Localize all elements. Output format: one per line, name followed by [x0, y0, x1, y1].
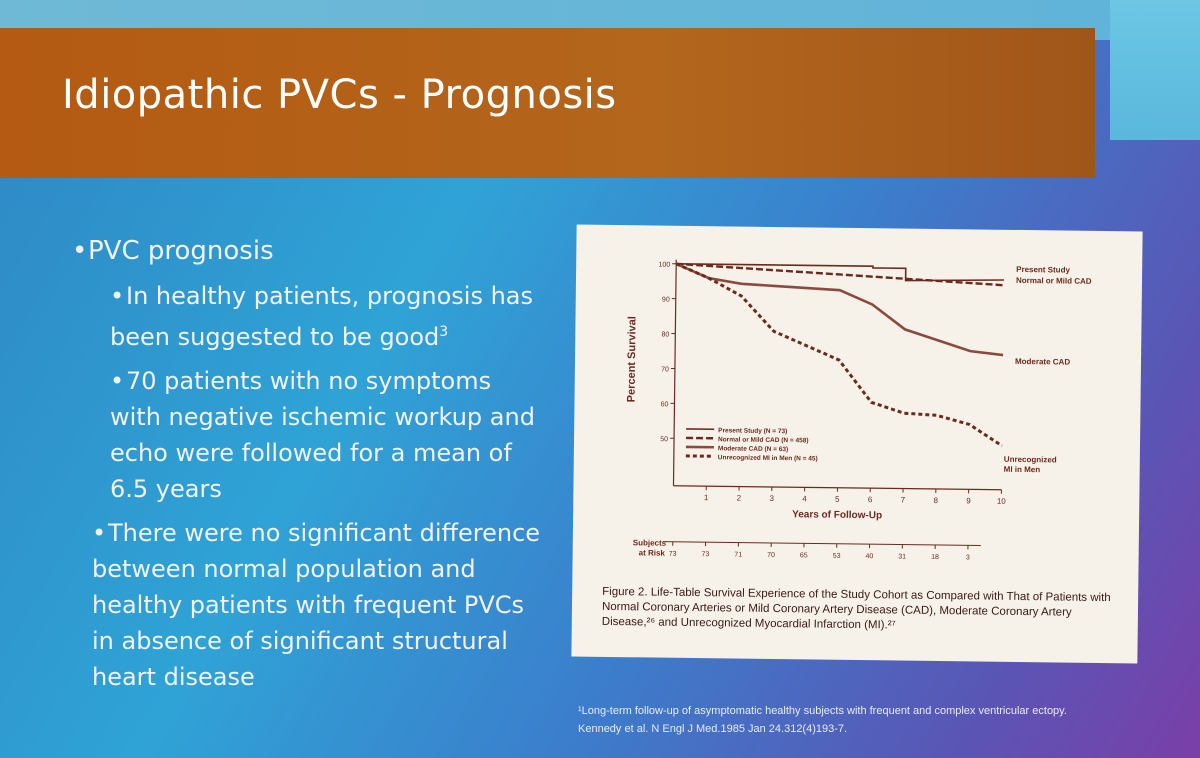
subjects-count: 18 — [931, 554, 939, 561]
side-tab — [1110, 0, 1200, 140]
series-end-label: Present Study — [1016, 265, 1070, 275]
x-tick-label: 8 — [933, 496, 938, 505]
bullet-dot-icon: • — [72, 236, 88, 266]
subjects-count: 71 — [734, 552, 742, 559]
slide-title: Idiopathic PVCs - Prognosis — [62, 72, 617, 118]
sub-bullet-1: •In healthy patients, prognosis has been… — [110, 278, 542, 355]
series-end-label: Moderate CAD — [1015, 357, 1070, 367]
bullet-dot-icon: • — [92, 519, 107, 547]
subjects-count: 40 — [865, 553, 873, 560]
y-tick-label: 100 — [658, 262, 670, 269]
legend-entry: Normal or Mild CAD (N = 458) — [718, 436, 809, 444]
reference-footnote: ¹Long-term follow-up of asymptomatic hea… — [578, 705, 1067, 735]
subjects-count: 65 — [800, 552, 808, 559]
citation-superscript: 3 — [439, 324, 449, 340]
subjects-count: 73 — [669, 551, 677, 558]
legend-entry: Moderate CAD (N = 63) — [718, 445, 788, 453]
subjects-count: 3 — [966, 554, 970, 561]
series-end-label: MI in Men — [1004, 465, 1041, 474]
bullet-heading-text: PVC prognosis — [88, 236, 274, 266]
series-line — [675, 262, 1003, 448]
y-tick-label: 70 — [661, 366, 669, 373]
series-end-label: Unrecognized — [1004, 455, 1057, 465]
x-tick-label: 10 — [997, 497, 1007, 506]
y-axis-label: Percent Survival — [625, 316, 638, 402]
x-tick-label: 9 — [966, 496, 971, 505]
x-tick-label: 3 — [769, 494, 774, 503]
title-bar — [0, 28, 1095, 178]
x-tick-label: 7 — [901, 496, 906, 505]
bullet-list: •PVC prognosis •In healthy patients, pro… — [72, 236, 542, 695]
x-tick-label: 5 — [835, 495, 840, 504]
subjects-count: 53 — [833, 553, 841, 560]
subjects-count: 73 — [701, 551, 709, 558]
survival-figure: 100 90 80 70 60 50 1 2 3 4 5 6 7 8 9 10 Percent Survival… — [571, 224, 1143, 664]
survival-chart: 100 90 80 70 60 50 1 2 3 4 5 6 7 8 9 10 Percent Survival… — [625, 259, 1092, 561]
x-tick-label: 2 — [737, 494, 742, 503]
sub-bullet-2: •70 patients with no symptoms with negat… — [110, 363, 542, 507]
bullet-dot-icon: • — [110, 282, 125, 310]
series-line — [675, 262, 1004, 357]
x-tick-label: 1 — [704, 493, 709, 502]
series-end-label: Normal or Mild CAD — [1016, 276, 1092, 286]
subjects-label: Subjects — [633, 538, 667, 547]
x-axis-label: Years of Follow-Up — [792, 509, 882, 521]
series-line — [676, 262, 1005, 287]
sub-bullet-1-text: In healthy patients, prognosis has been … — [110, 282, 534, 351]
subjects-label: at Risk — [639, 548, 666, 557]
x-tick-label: 6 — [868, 495, 873, 504]
y-tick-label: 90 — [662, 297, 670, 304]
subjects-count: 31 — [898, 554, 906, 561]
figure-caption: Figure 2. Life-Table Survival Experience… — [601, 585, 1111, 632]
subjects-count: 70 — [767, 552, 775, 559]
subjects-axis-line — [662, 541, 981, 547]
y-tick-label: 50 — [660, 436, 668, 443]
bullet-2-text: There were no significant difference bet… — [92, 519, 541, 691]
series-line — [676, 262, 1005, 282]
x-tick-label: 4 — [802, 494, 807, 503]
legend-entry: Unrecognized MI in Men (N = 45) — [718, 454, 818, 462]
sub-bullet-2-text: 70 patients with no symptoms with negati… — [110, 367, 535, 503]
legend-entry: Present Study (N = 73) — [718, 427, 787, 435]
bullet-heading: •PVC prognosis — [72, 236, 542, 266]
y-tick-label: 60 — [661, 401, 669, 408]
y-tick-label: 80 — [661, 331, 669, 338]
bullet-dot-icon: • — [110, 367, 125, 395]
bullet-2: •There were no significant difference be… — [92, 515, 542, 695]
y-axis-line — [672, 259, 677, 486]
